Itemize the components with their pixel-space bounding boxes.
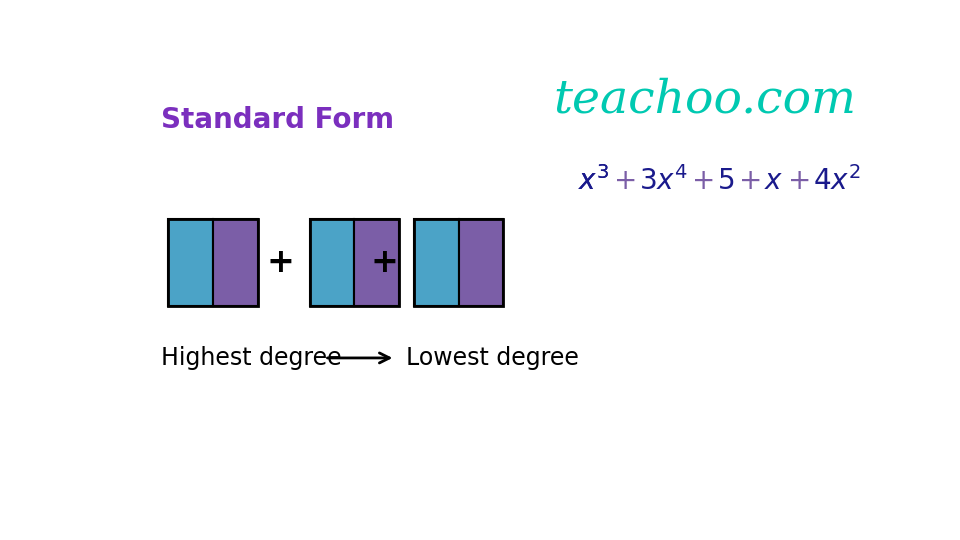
Bar	[310, 219, 354, 306]
Text: $+$: $+$	[691, 167, 713, 195]
Text: Highest degree: Highest degree	[161, 346, 342, 370]
Bar	[414, 219, 459, 306]
Text: +: +	[266, 246, 294, 279]
Text: $x$: $x$	[764, 167, 783, 195]
Bar	[459, 219, 503, 306]
Text: Standard Form: Standard Form	[161, 106, 394, 134]
Bar	[213, 219, 257, 306]
Text: $x^3$: $x^3$	[578, 166, 609, 196]
Text: $+$: $+$	[787, 167, 809, 195]
Text: $5$: $5$	[717, 167, 734, 195]
Text: teachoo.com: teachoo.com	[554, 77, 856, 123]
Bar	[168, 219, 213, 306]
Text: $x^3$: $x^3$	[578, 166, 609, 196]
Text: $4x^2$: $4x^2$	[813, 166, 861, 196]
Text: $3x^4$: $3x^4$	[638, 166, 687, 196]
Text: +: +	[371, 246, 398, 279]
Bar	[414, 219, 503, 306]
Bar	[354, 219, 399, 306]
Bar	[168, 219, 257, 306]
Text: $+$: $+$	[612, 167, 635, 195]
Text: Lowest degree: Lowest degree	[406, 346, 579, 370]
Bar	[310, 219, 399, 306]
Text: $+$: $+$	[738, 167, 760, 195]
